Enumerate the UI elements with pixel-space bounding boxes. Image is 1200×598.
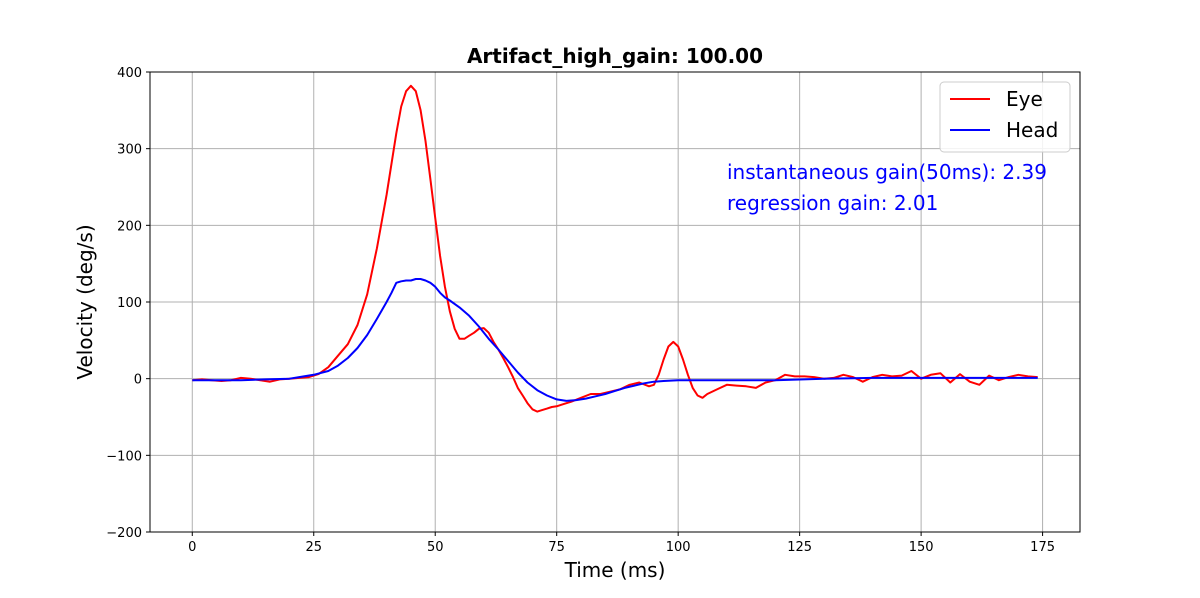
y-axis-ticks: −200 −100 0 100 200 300 400 [106, 66, 150, 541]
x-tick-label: 0 [188, 540, 196, 555]
y-axis-label: Velocity (deg/s) [73, 224, 97, 379]
series-line-head [192, 278, 1038, 402]
y-tick-label: 400 [117, 66, 142, 81]
x-axis-label: Time (ms) [564, 558, 666, 582]
y-tick-label: 200 [117, 219, 142, 234]
y-tick-label: 300 [117, 143, 142, 158]
x-tick-label: 25 [305, 540, 322, 555]
y-tick-label: 0 [134, 373, 142, 388]
annotation-instantaneous-gain: instantaneous gain(50ms): 2.39 [727, 160, 1047, 184]
legend-label-head: Head [1006, 118, 1058, 142]
chart-title: Artifact_high_gain: 100.00 [467, 44, 763, 68]
x-tick-label: 125 [787, 540, 812, 555]
series-line-eye [192, 84, 1038, 413]
annotation-regression-gain: regression gain: 2.01 [727, 191, 938, 215]
y-tick-label: −200 [106, 526, 142, 541]
legend-label-eye: Eye [1006, 87, 1043, 111]
y-tick-label: −100 [106, 449, 142, 464]
series-lines [192, 84, 1038, 413]
x-tick-label: 150 [909, 540, 934, 555]
grid-lines [150, 71, 1080, 533]
x-tick-label: 75 [548, 540, 565, 555]
x-tick-label: 100 [666, 540, 691, 555]
y-tick-label: 100 [117, 296, 142, 311]
x-tick-label: 50 [427, 540, 444, 555]
x-axis-ticks: 0 25 50 75 100 125 150 175 [188, 532, 1055, 555]
legend: Eye Head [939, 81, 1071, 153]
x-tick-label: 175 [1030, 540, 1055, 555]
